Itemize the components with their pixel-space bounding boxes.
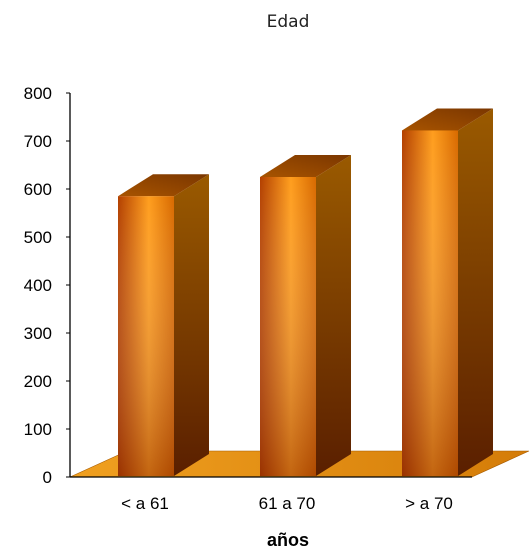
bar-side xyxy=(174,174,209,476)
bar xyxy=(402,108,493,476)
x-axis-categories: < a 61 61 a 70 > a 70 xyxy=(121,494,453,513)
bar-front-shade xyxy=(260,177,316,476)
y-tick-label: 700 xyxy=(24,132,52,151)
y-tick-label: 400 xyxy=(24,276,52,295)
bars-group xyxy=(118,108,493,476)
y-tick-label: 800 xyxy=(24,84,52,103)
bar-front-shade xyxy=(118,196,174,476)
y-tick-label: 300 xyxy=(24,324,52,343)
bar-side xyxy=(458,108,493,476)
bar-top xyxy=(402,108,493,131)
y-tick-label: 500 xyxy=(24,228,52,247)
x-category-label: > a 70 xyxy=(405,494,453,513)
bar-side xyxy=(316,155,351,476)
x-category-label: 61 a 70 xyxy=(259,494,316,513)
bar xyxy=(118,174,209,476)
x-axis-label: años xyxy=(267,530,309,550)
y-tick-label: 100 xyxy=(24,420,52,439)
bar-top xyxy=(118,174,209,197)
y-tick-label: 0 xyxy=(43,468,52,487)
y-tick-label: 200 xyxy=(24,372,52,391)
chart-title: Edad xyxy=(267,12,310,32)
y-tick-label: 600 xyxy=(24,180,52,199)
bar xyxy=(260,155,351,476)
bar-top xyxy=(260,155,351,177)
bar-front-shade xyxy=(402,130,458,476)
y-axis-ticks: 0 100 200 300 400 500 600 700 800 xyxy=(24,84,70,487)
x-category-label: < a 61 xyxy=(121,494,169,513)
